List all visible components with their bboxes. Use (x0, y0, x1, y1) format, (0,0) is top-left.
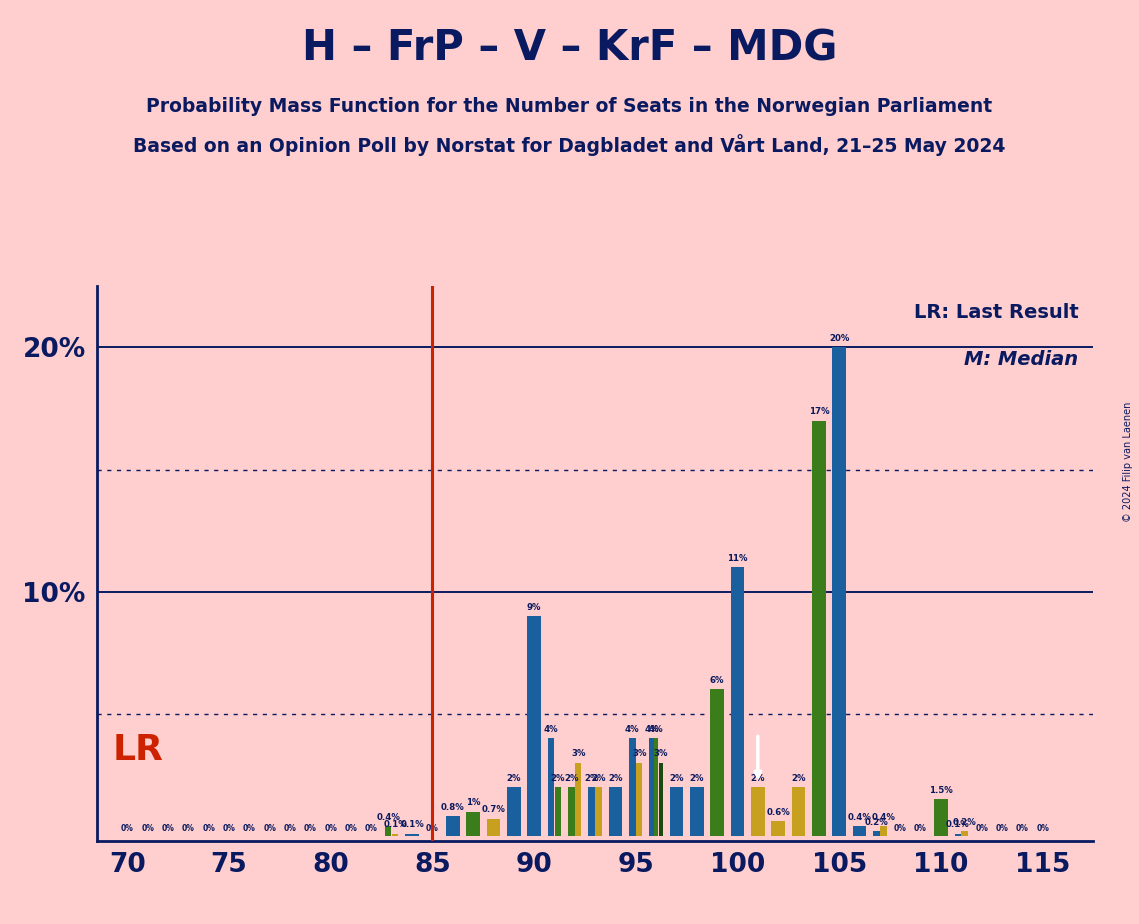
Text: 0%: 0% (222, 824, 236, 833)
Bar (649, 738, 654, 836)
Text: 0.6%: 0.6% (767, 808, 790, 817)
Text: 0%: 0% (975, 824, 988, 833)
Text: 0%: 0% (426, 824, 439, 833)
Bar (507, 787, 521, 836)
Bar (575, 762, 582, 836)
Text: 0%: 0% (243, 824, 256, 833)
Text: 0%: 0% (121, 824, 133, 833)
Text: 2%: 2% (670, 773, 683, 783)
Text: 0.1%: 0.1% (400, 821, 424, 829)
Bar (548, 738, 555, 836)
Text: 0%: 0% (1016, 824, 1029, 833)
Text: 3%: 3% (571, 749, 585, 759)
Text: 2%: 2% (507, 773, 521, 783)
Bar (690, 787, 704, 836)
Bar (608, 787, 622, 836)
Bar (636, 762, 642, 836)
Text: Based on an Opinion Poll by Norstat for Dagbladet and Vårt Land, 21–25 May 2024: Based on an Opinion Poll by Norstat for … (133, 134, 1006, 156)
Text: 0.8%: 0.8% (441, 803, 465, 812)
Text: LR: Last Result: LR: Last Result (913, 303, 1079, 322)
Text: 0%: 0% (995, 824, 1008, 833)
Bar (405, 833, 419, 836)
Bar (445, 817, 460, 836)
Bar (392, 833, 399, 836)
Text: 0.1%: 0.1% (945, 821, 969, 829)
Text: 0.1%: 0.1% (384, 821, 407, 829)
Text: 17%: 17% (809, 407, 829, 417)
Bar (654, 738, 658, 836)
Text: 0%: 0% (915, 824, 927, 833)
Text: H – FrP – V – KrF – MDG: H – FrP – V – KrF – MDG (302, 28, 837, 69)
Text: 0%: 0% (325, 824, 337, 833)
Text: 11%: 11% (728, 553, 747, 563)
Bar (527, 616, 541, 836)
Bar (466, 811, 480, 836)
Text: 2%: 2% (584, 773, 599, 783)
Text: 0.4%: 0.4% (847, 813, 871, 821)
Text: 0.4%: 0.4% (871, 813, 895, 821)
Text: 2%: 2% (564, 773, 579, 783)
Text: 0%: 0% (1036, 824, 1049, 833)
Text: LR: LR (113, 734, 164, 768)
Bar (629, 738, 636, 836)
Text: 0%: 0% (182, 824, 195, 833)
Bar (961, 831, 968, 836)
Text: 4%: 4% (645, 724, 658, 734)
Text: 6%: 6% (710, 676, 724, 685)
Text: 0%: 0% (345, 824, 358, 833)
Bar (730, 567, 745, 836)
Bar (711, 689, 724, 836)
Bar (658, 762, 663, 836)
Text: Probability Mass Function for the Number of Seats in the Norwegian Parliament: Probability Mass Function for the Number… (147, 97, 992, 116)
Text: 2%: 2% (591, 773, 606, 783)
Text: 4%: 4% (543, 724, 558, 734)
Bar (880, 826, 886, 836)
Bar (568, 787, 574, 836)
Text: 0%: 0% (364, 824, 378, 833)
Text: 20%: 20% (829, 334, 850, 343)
Text: 4%: 4% (649, 724, 663, 734)
Bar (812, 420, 826, 836)
Bar (771, 821, 785, 836)
Bar (596, 787, 601, 836)
Bar (853, 826, 867, 836)
Text: 2%: 2% (792, 773, 805, 783)
Text: 0.2%: 0.2% (865, 818, 888, 827)
Text: 1%: 1% (466, 798, 481, 808)
Text: 0%: 0% (263, 824, 276, 833)
Text: 0%: 0% (203, 824, 215, 833)
Text: 2%: 2% (751, 773, 765, 783)
Bar (385, 826, 392, 836)
Bar (555, 787, 562, 836)
Text: 0%: 0% (894, 824, 907, 833)
Text: 0.7%: 0.7% (482, 806, 506, 814)
Text: 3%: 3% (632, 749, 647, 759)
Text: 0.2%: 0.2% (953, 818, 976, 827)
Bar (486, 819, 500, 836)
Bar (589, 787, 595, 836)
Text: 0%: 0% (141, 824, 154, 833)
Text: 3%: 3% (654, 749, 667, 759)
Text: 2%: 2% (608, 773, 623, 783)
Text: 0%: 0% (284, 824, 296, 833)
Bar (751, 787, 764, 836)
Bar (954, 833, 961, 836)
Text: 1.5%: 1.5% (929, 786, 952, 795)
Bar (833, 347, 846, 836)
Text: 0%: 0% (162, 824, 174, 833)
Bar (874, 831, 879, 836)
Text: 2%: 2% (550, 773, 565, 783)
Bar (934, 799, 948, 836)
Text: 4%: 4% (625, 724, 640, 734)
Text: 2%: 2% (689, 773, 704, 783)
Text: © 2024 Filip van Laenen: © 2024 Filip van Laenen (1123, 402, 1133, 522)
Bar (792, 787, 805, 836)
Text: 0%: 0% (304, 824, 317, 833)
Text: 0.4%: 0.4% (376, 813, 400, 821)
Bar (670, 787, 683, 836)
Text: 9%: 9% (527, 602, 541, 612)
Text: M: Median: M: Median (965, 350, 1079, 370)
